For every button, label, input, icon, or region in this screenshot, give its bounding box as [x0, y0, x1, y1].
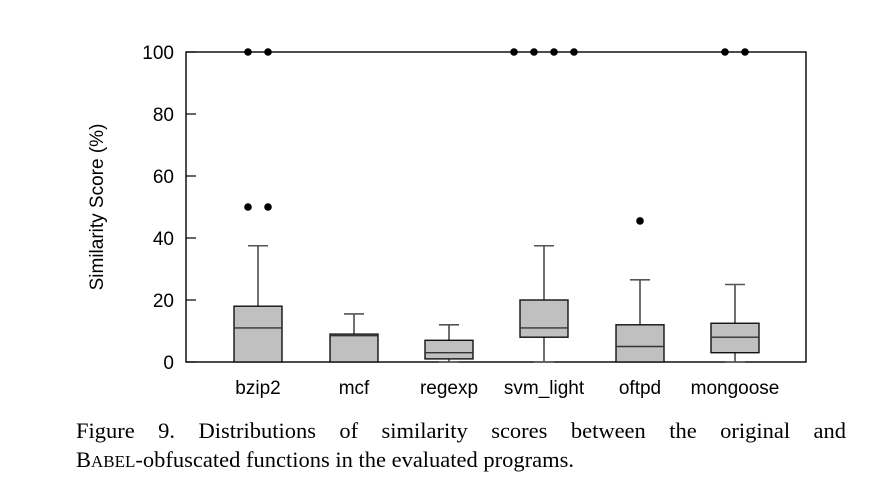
box-regexp — [424, 323, 474, 363]
y-tick-label: 60 — [153, 167, 174, 188]
iqr-box — [519, 299, 569, 338]
caption-line-2: BABEL-obfuscated functions in the evalua… — [76, 447, 574, 472]
y-axis-title: Similarity Score (%) — [87, 124, 108, 291]
outlier-point — [530, 48, 538, 56]
outlier-point — [264, 203, 272, 211]
figure-caption: Figure 9. Distributions of similarity sc… — [76, 416, 846, 476]
caption-line-1: Figure 9. Distributions of similarity sc… — [76, 418, 846, 443]
outlier-point — [570, 48, 578, 56]
x-tick-label: svm_light — [504, 378, 585, 399]
box-plot-chart: 0 20 40 60 80 100 bzip2 mcf regexp svm_light oftp… — [87, 43, 807, 399]
x-tick-label: mongoose — [691, 378, 780, 399]
caption-babel-initial: B — [76, 447, 92, 472]
caption-line-2-rest: -obfuscated functions in the evaluated p… — [135, 447, 575, 472]
outlier-point — [244, 48, 252, 56]
iqr-box — [424, 339, 474, 360]
y-tick-label: 80 — [153, 105, 174, 126]
x-tick-label: bzip2 — [235, 378, 280, 399]
outlier-point — [550, 48, 558, 56]
outlier-point — [510, 48, 518, 56]
outlier-point — [721, 48, 729, 56]
box-mcf — [329, 313, 379, 363]
plot-border — [185, 51, 807, 363]
outlier-point — [264, 48, 272, 56]
plot-frame — [185, 51, 807, 363]
x-tick-label: oftpd — [619, 378, 661, 399]
iqr-box — [615, 324, 665, 363]
iqr-box — [233, 305, 283, 363]
x-tick-label: regexp — [420, 378, 478, 399]
y-tick-label: 20 — [153, 291, 174, 312]
x-tick-label: mcf — [339, 378, 370, 399]
y-tick-label: 100 — [142, 43, 174, 64]
x-axis: bzip2 mcf regexp svm_light oftpd mongoose — [235, 378, 779, 399]
y-tick-label: 40 — [153, 229, 174, 250]
box-svm_light — [510, 48, 578, 363]
boxes — [233, 48, 760, 363]
y-tick-label: 0 — [163, 353, 174, 374]
outlier-point — [741, 48, 749, 56]
iqr-box — [329, 333, 379, 363]
box-oftpd — [615, 217, 665, 363]
box-bzip2 — [233, 48, 283, 363]
box-mongoose — [710, 48, 760, 363]
iqr-box — [710, 322, 760, 354]
caption-babel-smallcaps: ABEL — [91, 452, 136, 471]
y-axis: 0 20 40 60 80 100 — [142, 43, 196, 374]
outlier-point — [244, 203, 252, 211]
outlier-point — [636, 217, 644, 225]
